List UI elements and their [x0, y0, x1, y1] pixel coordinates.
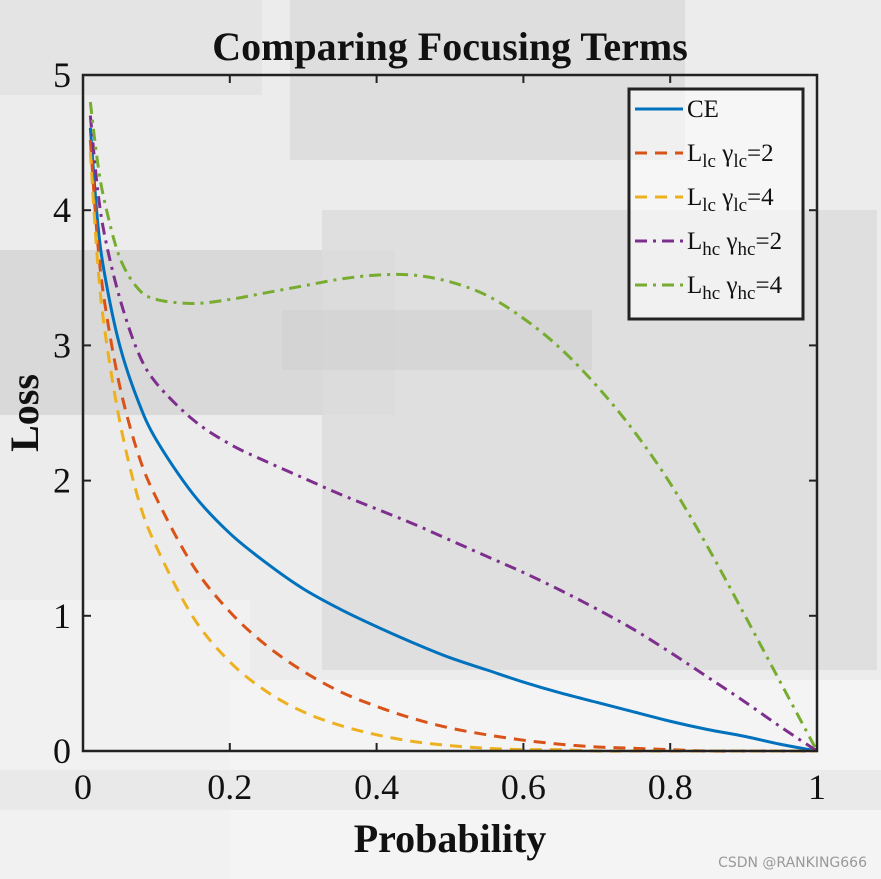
legend-entry-1: Llc γlc=2: [687, 140, 774, 172]
legend-entry-3: Lhc γhc=2: [687, 228, 782, 260]
legend-entry-2: Llc γlc=4: [687, 184, 774, 216]
chart-title: Comparing Focusing Terms: [212, 24, 688, 69]
y-axis-label: Loss: [2, 374, 47, 452]
legend: CE Llc γlc=2 Llc γlc=4 Lhc γhc=2 Lhc γhc=4: [627, 87, 805, 321]
y-tick-label: 2: [53, 461, 71, 501]
x-tick-label: 1: [808, 767, 826, 807]
x-tick-label: 0.6: [501, 767, 546, 807]
x-tick-label: 0.8: [648, 767, 693, 807]
plot-area-frame: [81, 73, 819, 753]
legend-box: [627, 87, 805, 321]
y-tick-label: 1: [53, 596, 71, 636]
legend-entry-0: CE: [687, 96, 719, 123]
series-line-1: [88, 139, 817, 753]
y-tick-label: 5: [53, 55, 71, 95]
x-tick-label: 0.4: [354, 767, 399, 807]
watermark-text: CSDN @RANKING666: [718, 855, 867, 871]
x-tick-label: 0.2: [207, 767, 252, 807]
y-tick-label: 4: [53, 190, 71, 230]
series-line-3: [88, 115, 818, 753]
y-tick-label: 0: [53, 731, 71, 771]
axis-ticks: 0 0.2 0.4 0.6 0.8 1 0 1 2 3 4 5: [53, 55, 826, 807]
x-axis-label: Probability: [354, 816, 547, 861]
y-tick-label: 3: [53, 325, 71, 365]
series-line-0: [88, 127, 818, 753]
series-line-4: [88, 101, 819, 752]
x-tick-label: 0: [74, 767, 92, 807]
legend-entry-4: Lhc γhc=4: [687, 272, 783, 304]
